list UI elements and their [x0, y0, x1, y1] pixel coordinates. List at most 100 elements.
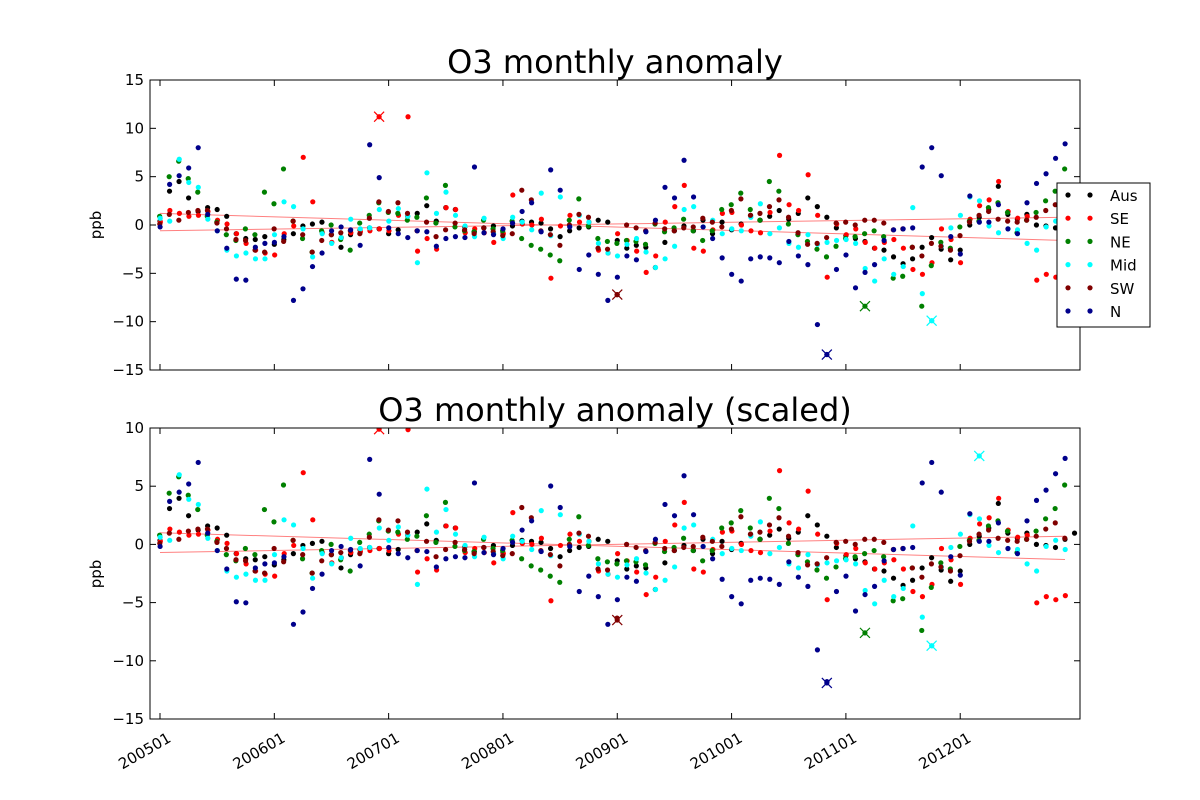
data-point-sw: [804, 241, 811, 247]
data-point-n: [462, 234, 468, 241]
y-tick-label: 0: [134, 535, 144, 553]
data-point-aus: [576, 544, 582, 551]
data-point-se: [986, 515, 992, 521]
y-tick-label: 10: [125, 419, 144, 437]
data-point-ne: [1004, 209, 1011, 216]
data-point-se: [491, 560, 497, 566]
data-point-n: [719, 255, 725, 261]
data-point-sw: [1033, 533, 1039, 539]
data-point-sw: [452, 220, 458, 226]
data-point-n: [748, 256, 754, 262]
data-point-ne: [595, 556, 601, 562]
data-point-mid: [1024, 240, 1030, 246]
data-point-ne: [1062, 166, 1068, 172]
data-point-sw: [719, 224, 725, 230]
data-point-n: [614, 274, 620, 280]
x-tick-label: 200801: [458, 729, 517, 773]
data-point-ne: [614, 240, 620, 246]
data-point-n: [424, 548, 430, 555]
data-point-mid: [624, 562, 630, 568]
data-point-mid: [605, 571, 611, 577]
data-point-sw: [681, 544, 687, 551]
data-point-se: [700, 248, 706, 254]
data-point-ne: [642, 241, 649, 247]
data-point-ne: [299, 556, 306, 562]
data-point-n: [157, 543, 163, 550]
data-point-se: [843, 232, 849, 238]
data-point-mid: [300, 226, 306, 232]
data-point-n: [538, 229, 544, 235]
data-point-ne: [681, 216, 687, 222]
data-point-ne: [728, 202, 734, 208]
data-point-mid: [872, 278, 878, 284]
data-point-ne: [357, 220, 363, 226]
data-point-n: [405, 234, 411, 241]
data-point-sw: [947, 247, 954, 253]
data-point-sw: [300, 232, 306, 238]
data-point-sw: [357, 551, 363, 557]
data-point-mid: [1024, 561, 1030, 567]
data-point-mid: [510, 214, 516, 220]
data-point-ne: [919, 303, 925, 309]
data-point-sw: [871, 217, 877, 223]
data-point-n: [605, 297, 611, 303]
data-point-ne: [395, 529, 401, 535]
data-point-n: [624, 574, 630, 580]
data-point-n: [367, 142, 373, 148]
data-point-se: [510, 192, 516, 198]
data-point-n: [214, 547, 220, 554]
data-point-se: [891, 557, 897, 563]
data-point-aus: [319, 219, 325, 225]
data-point-mid: [586, 219, 592, 225]
data-point-se: [938, 226, 945, 232]
legend-marker: [1065, 215, 1071, 221]
legend-marker: [1087, 285, 1093, 291]
data-point-sw: [824, 555, 830, 561]
data-point-ne: [347, 247, 353, 253]
data-point-ne: [890, 275, 896, 281]
data-point-n: [814, 647, 821, 653]
data-point-sw: [776, 515, 782, 521]
data-point-sw: [223, 545, 230, 552]
data-point-ne: [766, 495, 772, 501]
data-point-sw: [1043, 207, 1049, 214]
data-point-sw: [233, 557, 239, 563]
data-point-ne: [242, 226, 248, 232]
data-point-sw: [1024, 217, 1030, 223]
data-point-se: [757, 549, 764, 556]
data-point-n: [929, 459, 935, 466]
data-point-sw: [595, 566, 601, 572]
data-point-mid: [586, 538, 592, 544]
data-point-aus: [252, 557, 258, 563]
x-tick-label: 200901: [573, 729, 632, 773]
data-point-n: [700, 224, 706, 230]
data-point-mid: [519, 538, 525, 544]
data-point-n: [548, 483, 554, 489]
data-point-mid: [329, 561, 335, 567]
data-point-sw: [442, 546, 449, 553]
data-point-sw: [557, 242, 563, 248]
data-point-aus: [929, 555, 935, 561]
data-point-n: [586, 252, 592, 258]
data-point-n: [690, 512, 697, 518]
highlight-marker-ne: [859, 300, 871, 312]
data-point-ne: [776, 505, 782, 512]
data-point-aus: [814, 204, 820, 210]
data-point-n: [567, 543, 573, 550]
data-point-n: [805, 583, 811, 590]
data-point-sw: [881, 539, 887, 545]
data-point-se: [510, 510, 516, 516]
data-point-se: [843, 552, 849, 558]
data-point-se: [443, 205, 449, 211]
data-point-n: [1024, 518, 1030, 524]
data-point-ne: [833, 243, 839, 249]
data-point-aus: [395, 546, 401, 553]
data-point-sw: [357, 231, 363, 237]
data-point-aus: [185, 513, 192, 519]
data-point-se: [757, 230, 764, 236]
data-point-ne: [557, 579, 563, 585]
data-point-aus: [995, 500, 1001, 507]
highlight-marker-sw: [611, 614, 623, 626]
data-point-n: [395, 551, 401, 557]
legend-label: N: [1110, 303, 1121, 321]
